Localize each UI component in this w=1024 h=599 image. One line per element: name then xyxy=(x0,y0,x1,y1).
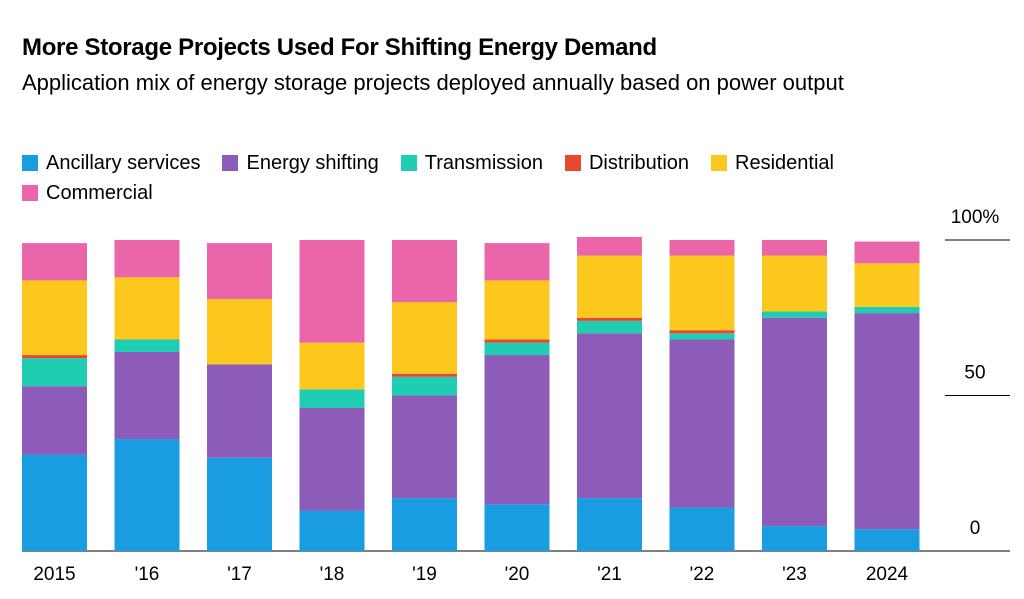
bar-segment xyxy=(207,299,272,365)
x-tick-label: '21 xyxy=(597,564,622,585)
bar-segment xyxy=(669,333,735,340)
bar-segment xyxy=(669,255,735,331)
bar-segment xyxy=(484,243,550,281)
bar-segment xyxy=(299,510,365,551)
bar-segment xyxy=(669,507,735,551)
bar-segment xyxy=(299,240,365,343)
bar-segment xyxy=(762,240,827,256)
legend: Ancillary services Energy shifting Transmi… xyxy=(22,150,942,206)
legend-item: Transmission xyxy=(400,150,543,176)
legend-swatch xyxy=(711,155,728,171)
bar-segment xyxy=(392,373,457,377)
bar-segment xyxy=(577,320,642,334)
legend-item: Commercial xyxy=(22,180,153,206)
bar-segment xyxy=(762,255,827,312)
legend-label: Residential xyxy=(735,151,834,174)
bar-segment xyxy=(299,389,365,408)
legend-item: Ancillary services xyxy=(22,150,200,176)
legend-swatch xyxy=(22,185,38,201)
legend-label: Transmission xyxy=(424,151,543,174)
legend-swatch xyxy=(222,155,239,171)
bar-segment xyxy=(392,498,457,551)
bar-segment xyxy=(22,386,87,455)
y-tick-label: 100% xyxy=(951,207,1000,228)
bar-segment xyxy=(854,263,920,307)
bar-segment xyxy=(22,280,87,356)
x-tick-label: '18 xyxy=(320,564,345,585)
bar-segment xyxy=(762,317,827,527)
x-tick-label: 2024 xyxy=(866,564,909,585)
bar-segment xyxy=(207,457,272,551)
bar-segment xyxy=(207,243,272,300)
bar-segment xyxy=(669,240,735,256)
bar-segment xyxy=(854,529,920,551)
bar-segment xyxy=(22,355,87,359)
bar-segment xyxy=(22,454,87,551)
bar-segment xyxy=(299,342,365,390)
legend-item: Energy shifting xyxy=(222,150,379,176)
x-tick-label: '23 xyxy=(782,564,807,585)
x-tick-label: '16 xyxy=(135,564,160,585)
bar-segment xyxy=(854,241,920,264)
y-tick-label: 0 xyxy=(970,518,981,539)
legend-label: Commercial xyxy=(46,181,153,204)
bar-segment xyxy=(762,311,827,318)
bar-segment xyxy=(114,240,180,278)
legend-label: Distribution xyxy=(588,151,690,174)
legend-label: Energy shifting xyxy=(246,151,379,174)
bar-segment xyxy=(22,358,87,387)
x-tick-label: '20 xyxy=(505,564,530,585)
x-tick-label: '19 xyxy=(412,564,437,585)
bar-segment xyxy=(669,339,735,508)
bar-segment xyxy=(392,240,457,303)
bar-segment xyxy=(484,280,550,340)
y-tick-label: 50 xyxy=(964,363,985,384)
bar-segment xyxy=(22,243,87,281)
bar-segment xyxy=(854,306,920,314)
bar-segment xyxy=(484,339,550,343)
legend-label: Ancillary services xyxy=(46,151,201,174)
x-tick-label: '17 xyxy=(227,564,252,585)
bar-segment xyxy=(577,317,642,321)
x-tick-label: '22 xyxy=(690,564,715,585)
bar-segment xyxy=(392,376,457,396)
bar-segment xyxy=(299,407,365,511)
bar-segment xyxy=(207,364,272,458)
legend-item: Distribution xyxy=(564,150,690,176)
bar-segment xyxy=(114,439,180,551)
chart-subtitle: Application mix of energy storage projec… xyxy=(22,70,844,95)
bar-segment xyxy=(114,339,180,352)
bar-segment xyxy=(484,355,550,505)
bar-segment xyxy=(669,330,735,334)
bar-segment xyxy=(114,277,180,340)
bar-segment xyxy=(854,313,920,530)
bar-segment xyxy=(577,255,642,318)
legend-swatch xyxy=(564,155,581,171)
bar-segment xyxy=(762,526,827,551)
legend-item: Residential xyxy=(711,150,834,176)
bar-segment xyxy=(577,333,642,499)
chart-title: More Storage Projects Used For Shifting … xyxy=(22,34,657,61)
bar-segment xyxy=(484,504,550,551)
bar-segment xyxy=(392,395,457,499)
bar-segment xyxy=(577,498,642,551)
bar-segment xyxy=(114,351,180,440)
bar-segment xyxy=(392,302,457,374)
bar-segment xyxy=(577,236,642,256)
legend-swatch xyxy=(22,155,38,171)
legend-swatch xyxy=(400,155,417,171)
x-tick-label: 2015 xyxy=(33,564,75,585)
bar-segment xyxy=(484,342,550,356)
